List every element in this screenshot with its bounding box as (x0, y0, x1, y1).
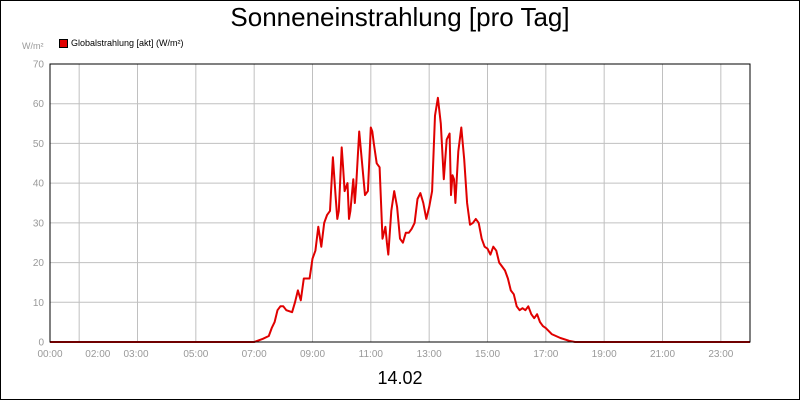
legend: Globalstrahlung [akt] (W/m²) (59, 38, 184, 48)
plot-border (49, 63, 751, 343)
x-tick-label: 23:00 (708, 349, 733, 360)
x-tick-label: 00:00 (37, 349, 62, 360)
x-tick-label: 17:00 (533, 349, 558, 360)
legend-swatch (59, 38, 68, 48)
plot-background (50, 64, 750, 342)
x-tick-label: 11:00 (359, 349, 384, 360)
y-tick-label: 70 (33, 60, 45, 71)
x-tick-label: 09:00 (300, 349, 325, 360)
x-tick-label: 15:00 (475, 349, 500, 360)
y-tick-label: 0 (38, 338, 44, 349)
x-tick-label: 02:00 (85, 349, 110, 360)
y-tick-label: 60 (33, 99, 45, 110)
x-tick-label: 07:00 (242, 349, 267, 360)
chart-title: Sonneneinstrahlung [pro Tag] (230, 2, 570, 32)
y-tick-label: 50 (33, 139, 45, 150)
x-tick-label: 03:00 (124, 349, 149, 360)
y-tick-label: 30 (33, 218, 45, 229)
y-axis-unit-label: W/m² (22, 41, 44, 51)
y-tick-label: 10 (33, 298, 45, 309)
series-line (50, 96, 750, 343)
x-tick-label: 13:00 (417, 349, 442, 360)
x-tick-label: 05:00 (183, 349, 208, 360)
x-axis-date-label: 14.02 (377, 368, 423, 388)
y-tick-label: 20 (33, 258, 45, 269)
x-tick-label: 19:00 (592, 349, 617, 360)
x-tick-label: 21:00 (650, 349, 675, 360)
legend-label: Globalstrahlung [akt] (W/m²) (71, 38, 184, 48)
y-tick-label: 40 (33, 179, 45, 190)
